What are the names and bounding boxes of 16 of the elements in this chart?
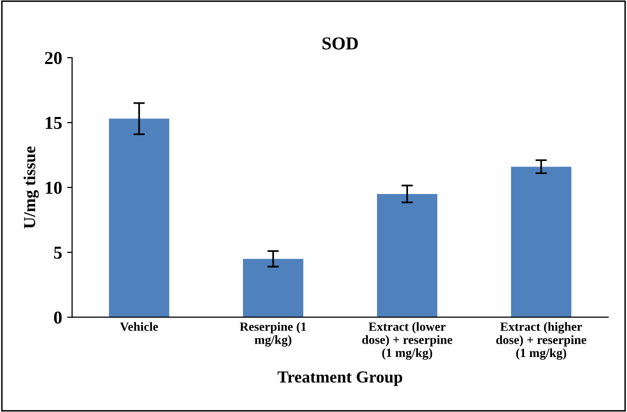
y-axis-title: U/mg tissue (24, 146, 39, 228)
bar (511, 166, 572, 318)
y-tick-label: 15 (46, 116, 62, 130)
x-tick-label: Reserpine (1 mg/kg) (240, 322, 306, 347)
y-tick-label: 20 (45, 52, 62, 64)
x-axis-title: Treatment Group (278, 371, 402, 386)
x-tick-label: Extract (lower dose) + reserpine (1 mg/kg) (362, 322, 452, 360)
chart-title: SOD (322, 37, 358, 50)
y-tick-label: 10 (46, 182, 62, 194)
y-tick-label: 0 (54, 311, 62, 324)
x-tick-label: Extract (higher dose) + reserpine (1 mg/kg) (496, 322, 586, 360)
x-tick-label: Vehicle (120, 322, 158, 331)
bar (242, 258, 304, 318)
bar (108, 118, 170, 318)
bar (377, 194, 438, 318)
y-tick-label: 5 (54, 246, 62, 259)
